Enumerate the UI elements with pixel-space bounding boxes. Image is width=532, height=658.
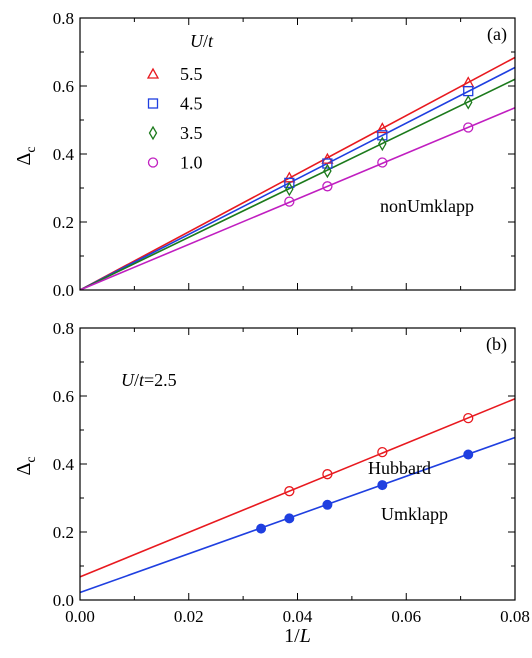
data-point: [285, 181, 294, 197]
y-tick-label: 0.0: [53, 281, 74, 300]
data-point: [463, 449, 474, 460]
data-point: [284, 486, 295, 497]
data-point: [284, 177, 295, 189]
y-tick-label: 0.0: [53, 591, 74, 610]
fit-line-Hubbard: [80, 397, 515, 578]
series-label-umklapp: Umklapp: [381, 504, 448, 524]
x-tick-label: 0.04: [283, 607, 313, 626]
x-tick-label: 0.00: [65, 607, 95, 626]
data-point: [322, 499, 333, 510]
annotation-ut: U/t=2.5: [121, 370, 177, 390]
y-tick-label: 0.8: [53, 9, 74, 28]
x-tick-label: 0.06: [391, 607, 421, 626]
legend-label: 1.0: [180, 153, 203, 173]
legend: U/t 5.5 4.5 3.5 1.0: [146, 31, 214, 173]
legend-title: U/t: [190, 31, 214, 51]
data-point: [284, 196, 295, 207]
data-point: [378, 136, 387, 152]
data-point: [377, 480, 388, 491]
data-point: [377, 446, 388, 458]
data-point: [377, 157, 388, 168]
data-point: [322, 469, 333, 480]
fit-line-5_5: [80, 56, 515, 290]
legend-label: 4.5: [180, 94, 203, 114]
data-point: [256, 523, 267, 534]
plot-frame: [79, 327, 516, 601]
annotation-nonumklapp: nonUmklapp: [380, 196, 474, 216]
panel-label: (b): [486, 334, 507, 355]
data-point: [322, 181, 333, 192]
fit-lines: [80, 56, 515, 290]
fit-line-1_0: [80, 107, 515, 290]
legend-label: 3.5: [180, 123, 203, 143]
fit-line-Umklapp: [80, 436, 515, 594]
fit-line-4_5: [80, 66, 515, 290]
legend-marker: [148, 125, 158, 141]
legend-label: 5.5: [180, 64, 203, 84]
y-axis-label: Δc: [13, 146, 39, 165]
data-point: [463, 412, 474, 424]
y-tick-label: 0.6: [53, 77, 74, 96]
data-point: [323, 163, 332, 179]
fit-lines: [80, 397, 515, 594]
fit-line-3_5: [80, 78, 515, 290]
panel-b: 0.0 0.2 0.4 0.6 0.8 0.00 0.02 0.04 0.06 0.08 Δc (b)…: [13, 319, 530, 647]
plot-frame: [79, 17, 516, 291]
x-tick-label: 0.02: [174, 607, 204, 626]
y-tick-label: 0.2: [53, 213, 74, 232]
y-tick-label: 0.4: [53, 455, 75, 474]
legend-marker: [146, 67, 160, 79]
y-tick-label: 0.6: [53, 387, 74, 406]
data-point: [377, 130, 388, 141]
data-point: [376, 122, 389, 134]
y-tick-label: 0.2: [53, 523, 74, 542]
x-tick-label: 0.08: [500, 607, 530, 626]
legend-marker: [147, 98, 159, 109]
data-point: [284, 513, 295, 524]
data-point: [463, 122, 474, 133]
y-axis-label: Δc: [13, 456, 39, 475]
panel-a: 0.0 0.2 0.4 0.6 0.8 Δc (a) U/t 5.5 4.5 3.5 1.0 nonUm…: [13, 9, 516, 300]
y-tick-label: 0.4: [53, 145, 75, 164]
x-axis-label: 1/L: [284, 625, 311, 647]
y-tick-label: 0.8: [53, 319, 74, 338]
data-point: [463, 95, 473, 110]
legend-marker: [147, 157, 159, 168]
series-label-hubbard: Hubbard: [368, 458, 431, 478]
panel-label: (a): [487, 24, 507, 45]
data-point: [322, 158, 333, 169]
